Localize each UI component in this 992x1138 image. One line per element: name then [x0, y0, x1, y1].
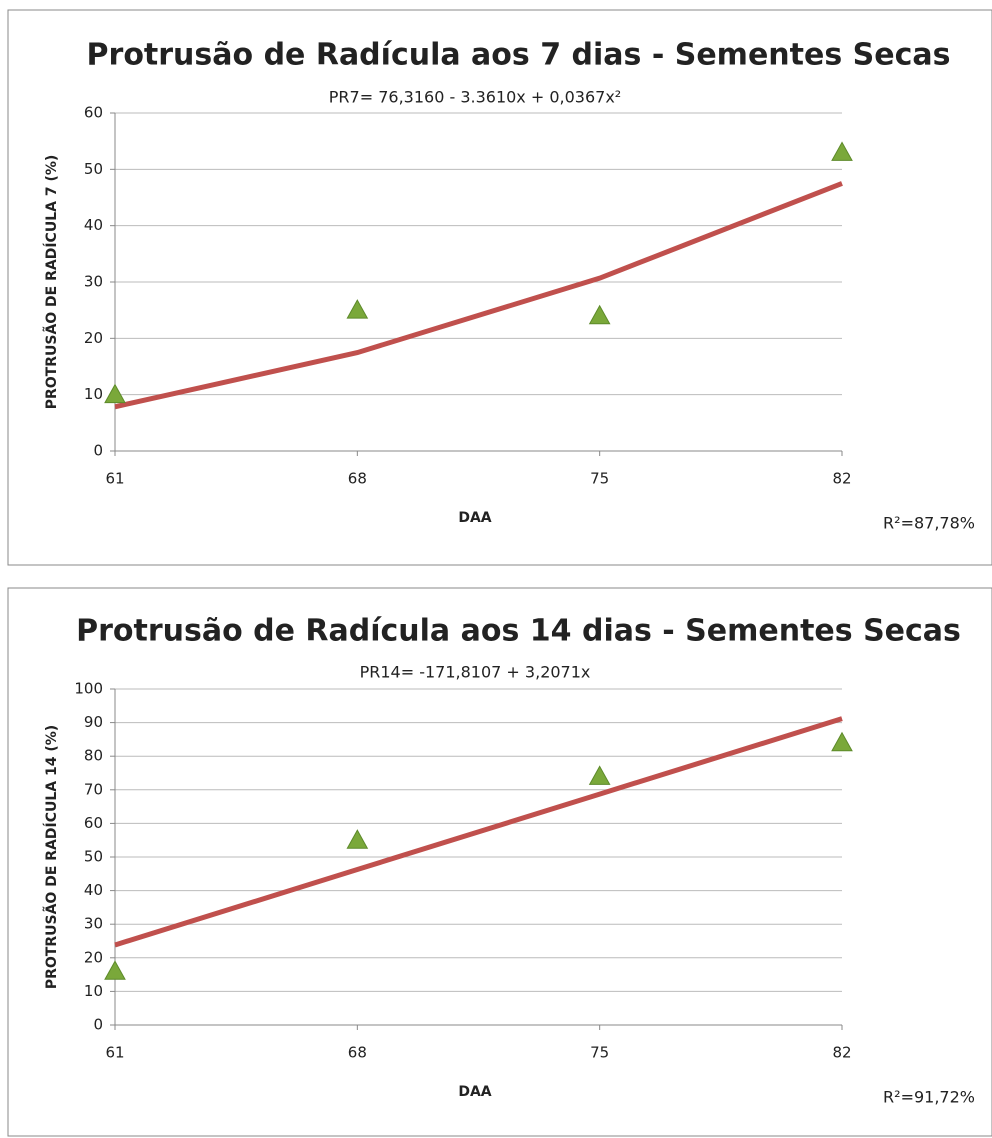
trend-line — [114, 181, 843, 410]
y-tick-label: 10 — [84, 982, 103, 1000]
chart-title: Protrusão de Radícula aos 14 dias - Seme… — [76, 614, 961, 649]
x-axis-label: DAA — [458, 1084, 491, 1100]
y-tick-label: 20 — [84, 329, 103, 347]
y-axis-label: PROTRUSÃO DE RADÍCULA 14 (%) — [43, 725, 60, 989]
y-tick-label: 40 — [84, 881, 103, 899]
trend-line — [114, 716, 843, 948]
x-tick-label: 82 — [832, 1044, 851, 1062]
y-tick-label: 50 — [84, 160, 103, 178]
chart: Protrusão de Radícula aos 7 dias - Semen… — [7, 9, 992, 566]
chart-frame — [7, 9, 992, 566]
data-point — [588, 765, 611, 785]
x-tick-label: 75 — [590, 470, 609, 488]
x-tick-label: 75 — [590, 1044, 609, 1062]
y-tick-label: 50 — [84, 848, 103, 866]
y-tick-label: 30 — [84, 915, 103, 933]
y-tick-label: 80 — [84, 747, 103, 765]
y-tick-label: 70 — [84, 780, 103, 798]
y-tick-label: 0 — [93, 442, 103, 460]
data-point — [831, 141, 853, 161]
data-point — [104, 383, 126, 404]
x-tick-label: 68 — [348, 1044, 367, 1062]
r-squared: R²=91,72% — [883, 1088, 975, 1107]
equation: PR14= -171,8107 + 3,2071x — [360, 663, 591, 682]
y-tick-label: 0 — [93, 1016, 103, 1034]
chart-title: Protrusão de Radícula aos 7 dias - Semen… — [87, 38, 951, 73]
x-tick-label: 68 — [348, 470, 367, 488]
y-tick-label: 30 — [84, 273, 103, 291]
x-tick-label: 82 — [832, 470, 851, 488]
y-tick-label: 60 — [84, 814, 103, 832]
data-point — [346, 299, 369, 319]
y-tick-label: 100 — [74, 680, 103, 698]
equation: PR7= 76,3160 - 3.3610x + 0,0367x² — [329, 88, 621, 107]
data-point — [104, 960, 126, 980]
x-axis-label: DAA — [458, 510, 491, 526]
data-point — [588, 304, 611, 325]
chart-frame — [7, 587, 992, 1137]
y-tick-label: 40 — [84, 216, 103, 234]
r-squared: R²=87,78% — [883, 514, 975, 533]
y-tick-label: 20 — [84, 948, 103, 966]
x-tick-label: 61 — [105, 1044, 124, 1062]
y-tick-label: 90 — [84, 713, 103, 731]
y-axis-label: PROTRUSÃO DE RADÍCULA 7 (%) — [43, 155, 60, 410]
chart: Protrusão de Radícula aos 14 dias - Seme… — [7, 587, 992, 1137]
data-point — [831, 731, 853, 752]
y-tick-label: 10 — [84, 385, 103, 403]
y-tick-label: 60 — [84, 104, 103, 122]
x-tick-label: 61 — [105, 470, 124, 488]
data-point — [346, 829, 369, 849]
